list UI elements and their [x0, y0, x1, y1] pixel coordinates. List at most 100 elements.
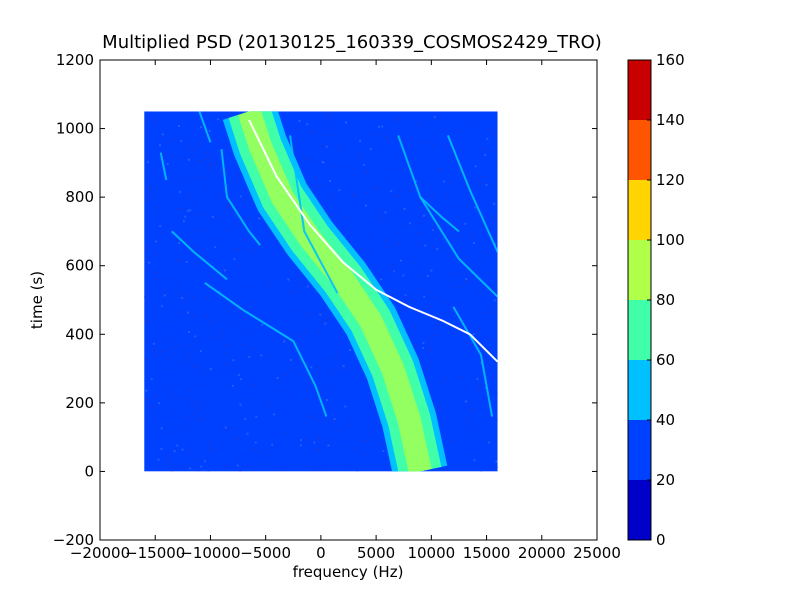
noise-pixel — [442, 180, 445, 183]
noise-pixel — [338, 428, 341, 431]
noise-pixel — [404, 294, 407, 297]
noise-pixel — [189, 450, 192, 453]
noise-pixel — [479, 386, 482, 389]
noise-pixel — [488, 228, 491, 231]
noise-pixel — [467, 401, 470, 404]
noise-pixel — [243, 238, 246, 241]
noise-pixel — [345, 393, 348, 396]
noise-pixel — [176, 284, 179, 287]
noise-pixel — [301, 153, 304, 156]
noise-pixel — [426, 142, 429, 145]
noise-pixel — [156, 241, 159, 244]
noise-pixel — [342, 227, 345, 230]
noise-pixel — [157, 458, 160, 461]
noise-pixel — [212, 336, 215, 339]
noise-pixel — [227, 229, 230, 232]
noise-pixel — [317, 331, 320, 334]
noise-pixel — [197, 452, 200, 455]
noise-pixel — [194, 245, 197, 248]
noise-pixel — [249, 370, 252, 373]
noise-pixel — [310, 131, 313, 134]
noise-pixel — [310, 366, 313, 369]
noise-pixel — [193, 364, 196, 367]
noise-pixel — [322, 126, 325, 129]
noise-pixel — [201, 175, 204, 178]
noise-pixel — [464, 183, 467, 186]
noise-pixel — [173, 450, 176, 453]
noise-pixel — [191, 466, 194, 469]
noise-pixel — [472, 333, 475, 336]
noise-pixel — [429, 363, 432, 366]
noise-pixel — [174, 412, 177, 415]
noise-pixel — [342, 377, 345, 380]
y-axis-label: time (s) — [28, 271, 46, 329]
noise-pixel — [201, 436, 204, 439]
faint-trace — [204, 282, 328, 417]
noise-pixel — [167, 358, 170, 361]
noise-pixel — [182, 414, 185, 417]
noise-pixel — [328, 214, 331, 217]
noise-pixel — [287, 278, 290, 281]
noise-pixel — [414, 300, 417, 303]
noise-pixel — [486, 137, 489, 140]
noise-pixel — [331, 134, 334, 137]
noise-pixel — [276, 287, 279, 290]
noise-pixel — [233, 258, 236, 261]
noise-pixel — [149, 186, 152, 189]
noise-pixel — [379, 217, 382, 220]
noise-pixel — [168, 422, 171, 425]
noise-pixel — [418, 140, 421, 143]
noise-pixel — [382, 449, 385, 452]
noise-pixel — [187, 192, 190, 195]
noise-pixel — [430, 348, 433, 351]
noise-pixel — [306, 137, 309, 140]
noise-pixel — [151, 116, 154, 119]
noise-pixel — [346, 165, 349, 168]
noise-pixel — [219, 334, 222, 337]
noise-pixel — [190, 399, 193, 402]
noise-pixel — [230, 427, 233, 430]
noise-pixel — [176, 293, 179, 296]
noise-pixel — [214, 246, 217, 249]
noise-pixel — [145, 398, 148, 401]
noise-pixel — [310, 312, 313, 315]
noise-pixel — [415, 180, 418, 183]
noise-pixel — [174, 193, 177, 196]
noise-pixel — [423, 251, 426, 254]
noise-pixel — [192, 296, 195, 299]
noise-pixel — [337, 352, 340, 355]
noise-pixel — [470, 407, 473, 410]
noise-pixel — [266, 387, 269, 390]
noise-pixel — [487, 441, 490, 444]
noise-pixel — [306, 285, 309, 288]
noise-pixel — [369, 399, 372, 402]
colorbar-segment — [628, 60, 651, 120]
noise-pixel — [413, 184, 416, 187]
faint-trace — [419, 196, 498, 298]
noise-pixel — [154, 316, 157, 319]
noise-pixel — [380, 132, 383, 135]
colorbar-segment — [628, 420, 651, 480]
noise-pixel — [486, 439, 489, 442]
noise-pixel — [390, 189, 393, 192]
noise-pixel — [385, 216, 388, 219]
noise-pixel — [325, 145, 328, 148]
noise-pixel — [226, 428, 229, 431]
noise-pixel — [225, 362, 228, 365]
noise-pixel — [366, 192, 369, 195]
noise-pixel — [174, 337, 177, 340]
noise-pixel — [493, 468, 496, 471]
noise-pixel — [351, 423, 354, 426]
noise-pixel — [333, 417, 336, 420]
noise-pixel — [283, 432, 286, 435]
noise-pixel — [195, 160, 198, 163]
noise-pixel — [474, 206, 477, 209]
noise-pixel — [397, 156, 400, 159]
noise-pixel — [148, 153, 151, 156]
noise-pixel — [193, 200, 196, 203]
noise-pixel — [366, 172, 369, 175]
noise-pixel — [162, 338, 165, 341]
noise-pixel — [451, 273, 454, 276]
noise-pixel — [341, 445, 344, 448]
noise-pixel — [145, 289, 148, 292]
